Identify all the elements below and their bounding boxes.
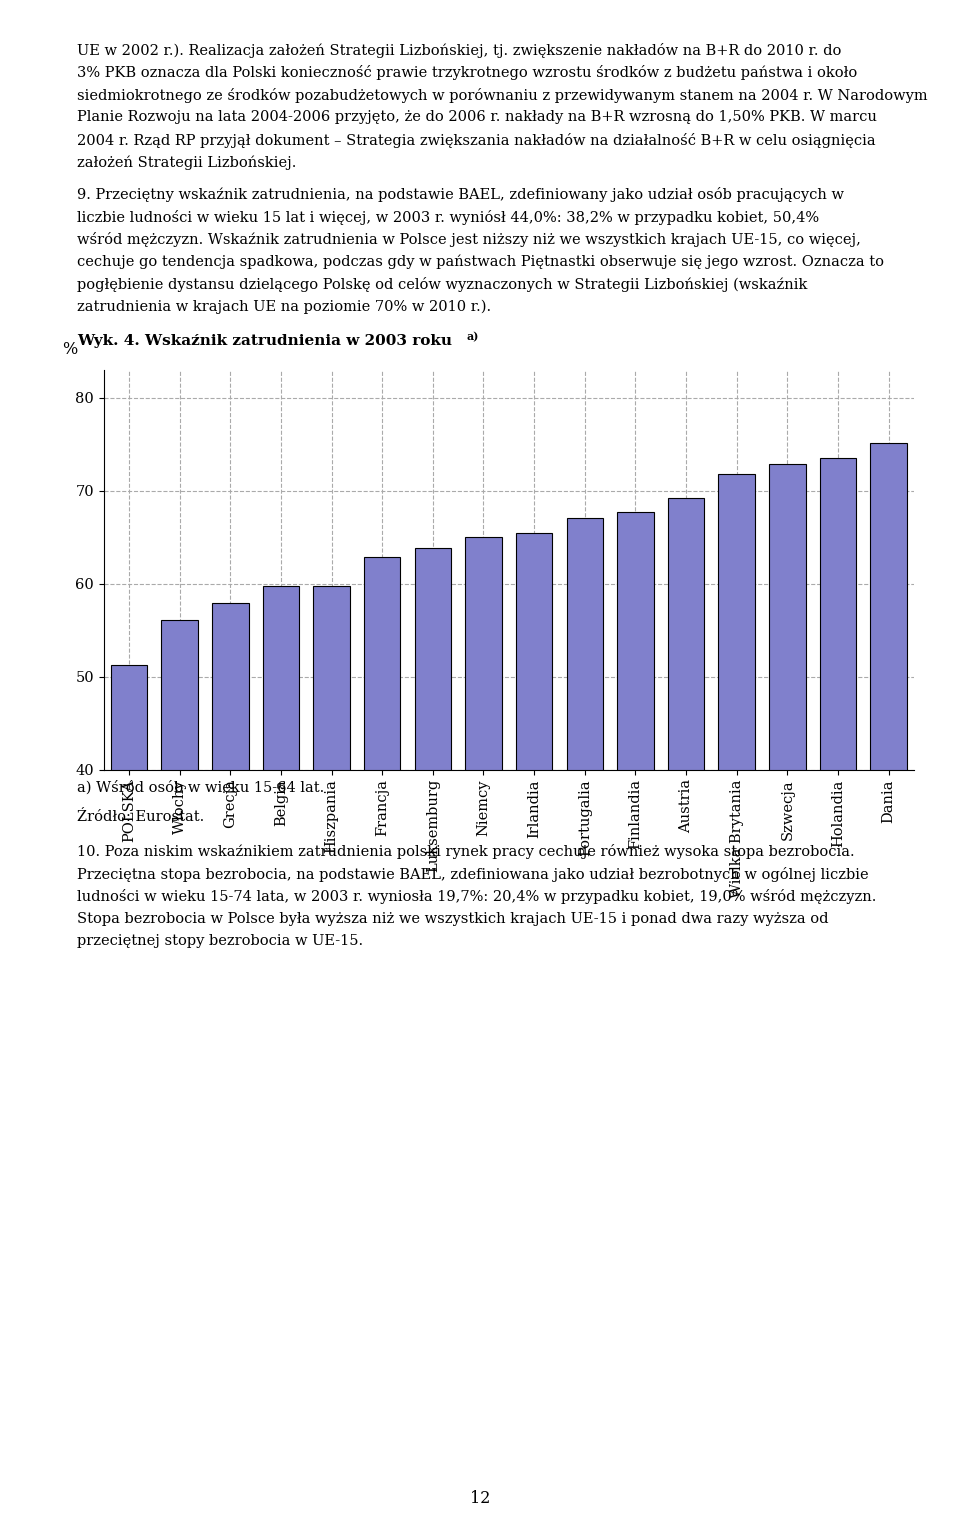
Text: UE w 2002 r.). Realizacja założeń Strategii Lizbońskiej, tj. zwiększenie nakładó: UE w 2002 r.). Realizacja założeń Strate… [77,43,841,58]
Text: liczbie ludności w wieku 15 lat i więcej, w 2003 r. wyniósł 44,0%: 38,2% w przyp: liczbie ludności w wieku 15 lat i więcej… [77,210,819,224]
Bar [617,512,654,1141]
Text: 12: 12 [469,1490,491,1507]
Text: Planie Rozwoju na lata 2004-2006 przyjęto, że do 2006 r. nakłady na B+R wzrosną : Planie Rozwoju na lata 2004-2006 przyjęt… [77,110,876,125]
Text: 3% PKB oznacza dla Polski konieczność prawie trzykrotnego wzrostu środków z budż: 3% PKB oznacza dla Polski konieczność pr… [77,66,857,81]
Text: pogłębienie dystansu dzielącego Polskę od celów wyznaczonych w Strategii Lizbońs: pogłębienie dystansu dzielącego Polskę o… [77,278,807,293]
Text: 9. Przeciętny wskaźnik zatrudnienia, na podstawie BAEL, zdefiniowany jako udział: 9. Przeciętny wskaźnik zatrudnienia, na … [77,188,844,203]
Text: Stopa bezrobocia w Polsce była wyższa niż we wszystkich krajach UE-15 i ponad dw: Stopa bezrobocia w Polsce była wyższa ni… [77,912,828,926]
Bar [871,444,907,1141]
Bar [516,532,552,1141]
Bar [110,665,147,1141]
Text: 10. Poza niskim wskaźnikiem zatrudnienia polski rynek pracy cechuje również wyso: 10. Poza niskim wskaźnikiem zatrudnienia… [77,843,854,859]
Text: Przeciętna stopa bezrobocia, na podstawie BAEL, zdefiniowana jako udział bezrobo: Przeciętna stopa bezrobocia, na podstawi… [77,866,869,881]
Bar [668,499,705,1141]
Text: a): a) [467,331,479,342]
Y-axis label: %: % [62,342,77,358]
Text: wśród mężczyzn. Wskaźnik zatrudnienia w Polsce jest niższy niż we wszystkich kra: wśród mężczyzn. Wskaźnik zatrudnienia w … [77,232,861,247]
Bar [769,464,805,1141]
Bar [263,586,300,1141]
Bar [161,621,198,1141]
Bar [820,458,856,1141]
Bar [313,586,349,1141]
Text: 2004 r. Rząd RP przyjął dokument – Strategia zwiększania nakładów na działalność: 2004 r. Rząd RP przyjął dokument – Strat… [77,133,876,148]
Text: zatrudnienia w krajach UE na poziomie 70% w 2010 r.).: zatrudnienia w krajach UE na poziomie 70… [77,300,491,314]
Text: przeciętnej stopy bezrobocia w UE-15.: przeciętnej stopy bezrobocia w UE-15. [77,935,363,949]
Text: siedmiokrotnego ze środków pozabudżetowych w porównaniu z przewidywanym stanem n: siedmiokrotnego ze środków pozabudżetowy… [77,88,927,102]
Text: Wyk. 4. Wskaźnik zatrudnienia w 2003 roku: Wyk. 4. Wskaźnik zatrudnienia w 2003 rok… [77,334,452,348]
Bar [566,517,603,1141]
Text: ludności w wieku 15-74 lata, w 2003 r. wyniosła 19,7%: 20,4% w przypadku kobiet,: ludności w wieku 15-74 lata, w 2003 r. w… [77,889,876,904]
Text: a) Wśród osób w wieku 15-64 lat.: a) Wśród osób w wieku 15-64 lat. [77,781,324,795]
Bar [415,549,451,1141]
Bar [364,557,400,1141]
Bar [466,537,502,1141]
Text: cechuje go tendencja spadkowa, podczas gdy w państwach Piętnastki obserwuje się : cechuje go tendencja spadkowa, podczas g… [77,255,884,270]
Bar [718,474,755,1141]
Bar [212,604,249,1141]
Text: Źródło: Eurostat.: Źródło: Eurostat. [77,810,204,824]
Text: założeń Strategii Lizbońskiej.: założeń Strategii Lizbońskiej. [77,156,297,171]
